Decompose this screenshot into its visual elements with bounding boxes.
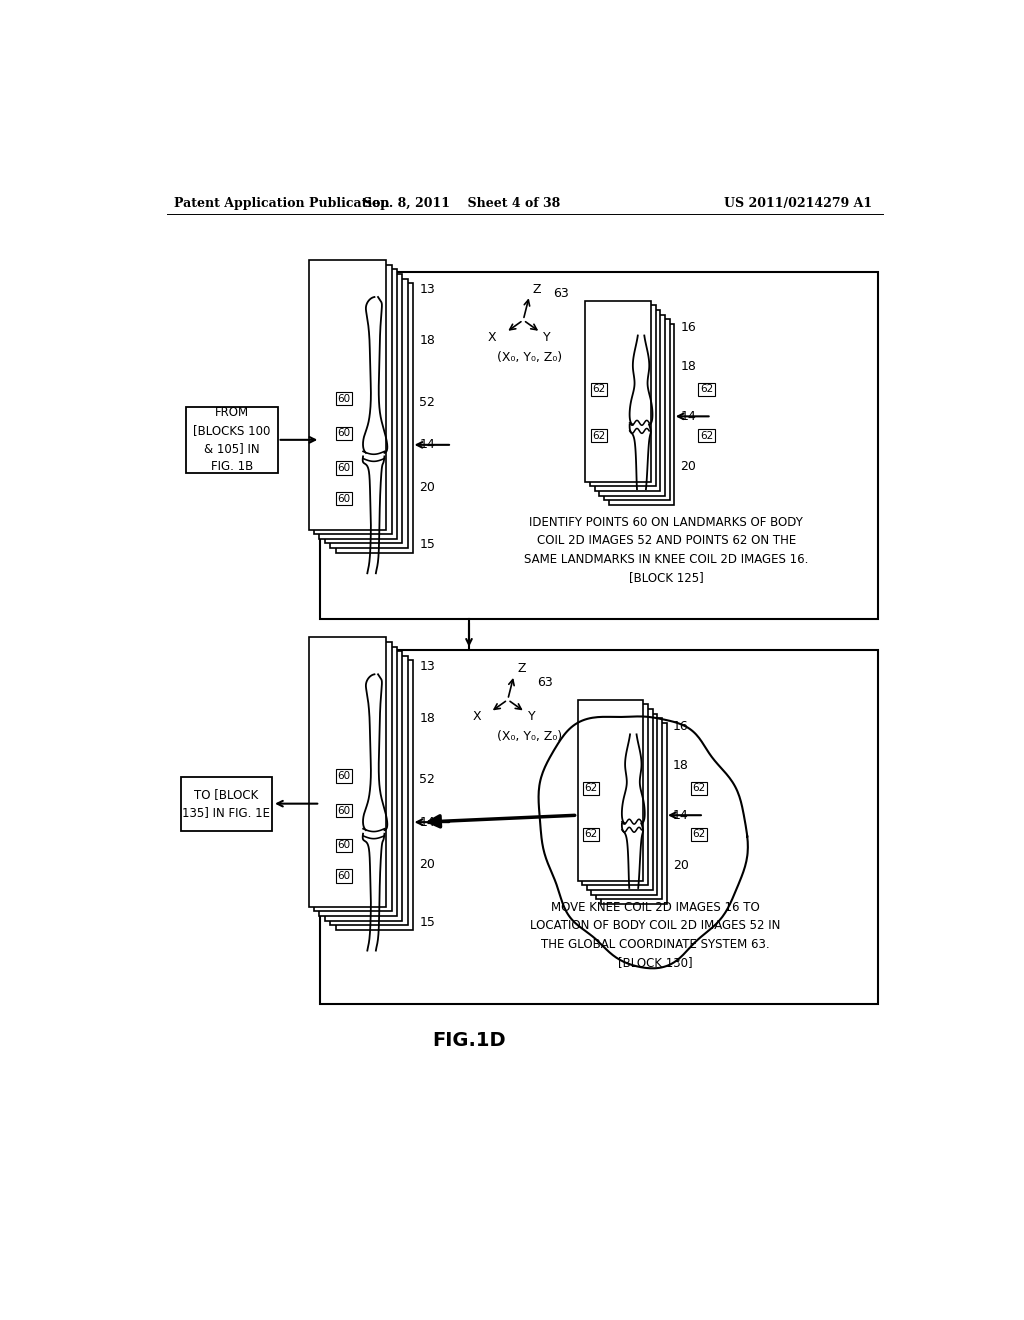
Text: (X₀, Y₀, Z₀): (X₀, Y₀, Z₀)	[497, 730, 562, 743]
Bar	[331, 279, 408, 548]
Text: Z: Z	[517, 663, 526, 676]
Text: 62: 62	[585, 829, 598, 840]
Bar	[595, 310, 660, 491]
Text: 60: 60	[337, 771, 350, 781]
Text: Y: Y	[543, 330, 551, 343]
Bar	[578, 700, 643, 880]
Text: 18: 18	[673, 759, 689, 772]
Bar	[314, 264, 391, 535]
Text: X: X	[487, 330, 497, 343]
Bar	[325, 651, 402, 921]
Bar	[604, 319, 670, 500]
Text: 20: 20	[681, 459, 696, 473]
Bar	[319, 269, 397, 539]
Text: X: X	[472, 710, 480, 723]
Text: Y: Y	[527, 710, 536, 723]
Text: 62: 62	[592, 430, 605, 441]
Text: 52: 52	[420, 774, 435, 787]
Text: 13: 13	[420, 660, 435, 673]
Text: 15: 15	[420, 916, 435, 929]
Bar	[583, 705, 648, 886]
Text: 63: 63	[538, 676, 553, 689]
Text: Z: Z	[532, 282, 542, 296]
Text: 62: 62	[692, 829, 706, 840]
Bar	[336, 660, 414, 929]
Text: 20: 20	[673, 859, 689, 871]
Text: TO [BLOCK
135] IN FIG. 1E: TO [BLOCK 135] IN FIG. 1E	[182, 788, 270, 820]
Text: 14: 14	[673, 809, 688, 822]
Bar	[592, 714, 657, 895]
Text: 60: 60	[337, 393, 350, 404]
Text: 60: 60	[337, 805, 350, 816]
Bar	[308, 638, 386, 907]
Text: 60: 60	[337, 871, 350, 880]
Bar	[599, 314, 665, 496]
Bar	[331, 656, 408, 925]
Text: 15: 15	[420, 539, 435, 552]
Bar	[596, 718, 662, 899]
Text: 60: 60	[337, 494, 350, 504]
Text: Sep. 8, 2011    Sheet 4 of 38: Sep. 8, 2011 Sheet 4 of 38	[362, 197, 560, 210]
Text: 20: 20	[420, 480, 435, 494]
Text: 62: 62	[692, 783, 706, 793]
Bar	[186, 407, 278, 473]
Bar	[587, 709, 652, 890]
Text: 62: 62	[700, 430, 713, 441]
Text: 20: 20	[420, 858, 435, 871]
Text: 62: 62	[585, 783, 598, 793]
Text: 16: 16	[673, 721, 688, 733]
Text: 18: 18	[420, 711, 435, 725]
Text: FROM
[BLOCKS 100
& 105] IN
FIG. 1B: FROM [BLOCKS 100 & 105] IN FIG. 1B	[194, 407, 270, 474]
Text: US 2011/0214279 A1: US 2011/0214279 A1	[724, 197, 872, 210]
Bar	[336, 284, 414, 553]
Bar	[590, 305, 655, 487]
Text: 18: 18	[681, 360, 696, 372]
Bar	[586, 301, 651, 482]
Text: 62: 62	[700, 384, 713, 395]
Text: 63: 63	[553, 286, 568, 300]
Text: MOVE KNEE COIL 2D IMAGES 16 TO
LOCATION OF BODY COIL 2D IMAGES 52 IN
THE GLOBAL : MOVE KNEE COIL 2D IMAGES 16 TO LOCATION …	[529, 900, 780, 969]
Text: 14: 14	[420, 438, 435, 451]
Bar	[308, 260, 386, 529]
Bar	[321, 649, 879, 1003]
Text: 62: 62	[592, 384, 605, 395]
Text: 60: 60	[337, 841, 350, 850]
Bar	[180, 776, 272, 830]
Text: 60: 60	[337, 428, 350, 438]
Text: (X₀, Y₀, Z₀): (X₀, Y₀, Z₀)	[497, 351, 562, 363]
Bar	[601, 723, 667, 904]
Text: 14: 14	[681, 409, 696, 422]
Text: 18: 18	[420, 334, 435, 347]
Text: Patent Application Publication: Patent Application Publication	[174, 197, 390, 210]
Bar	[325, 275, 402, 544]
Text: IDENTIFY POINTS 60 ON LANDMARKS OF BODY
COIL 2D IMAGES 52 AND POINTS 62 ON THE
S: IDENTIFY POINTS 60 ON LANDMARKS OF BODY …	[524, 516, 808, 585]
Text: FIG.1D: FIG.1D	[432, 1031, 506, 1049]
Text: 14: 14	[420, 816, 435, 829]
Text: 13: 13	[420, 282, 435, 296]
Bar	[314, 642, 391, 911]
Text: 60: 60	[337, 463, 350, 473]
Bar	[319, 647, 397, 916]
Text: 52: 52	[420, 396, 435, 409]
Bar	[321, 272, 879, 619]
Text: 16: 16	[681, 321, 696, 334]
Bar	[608, 323, 675, 506]
